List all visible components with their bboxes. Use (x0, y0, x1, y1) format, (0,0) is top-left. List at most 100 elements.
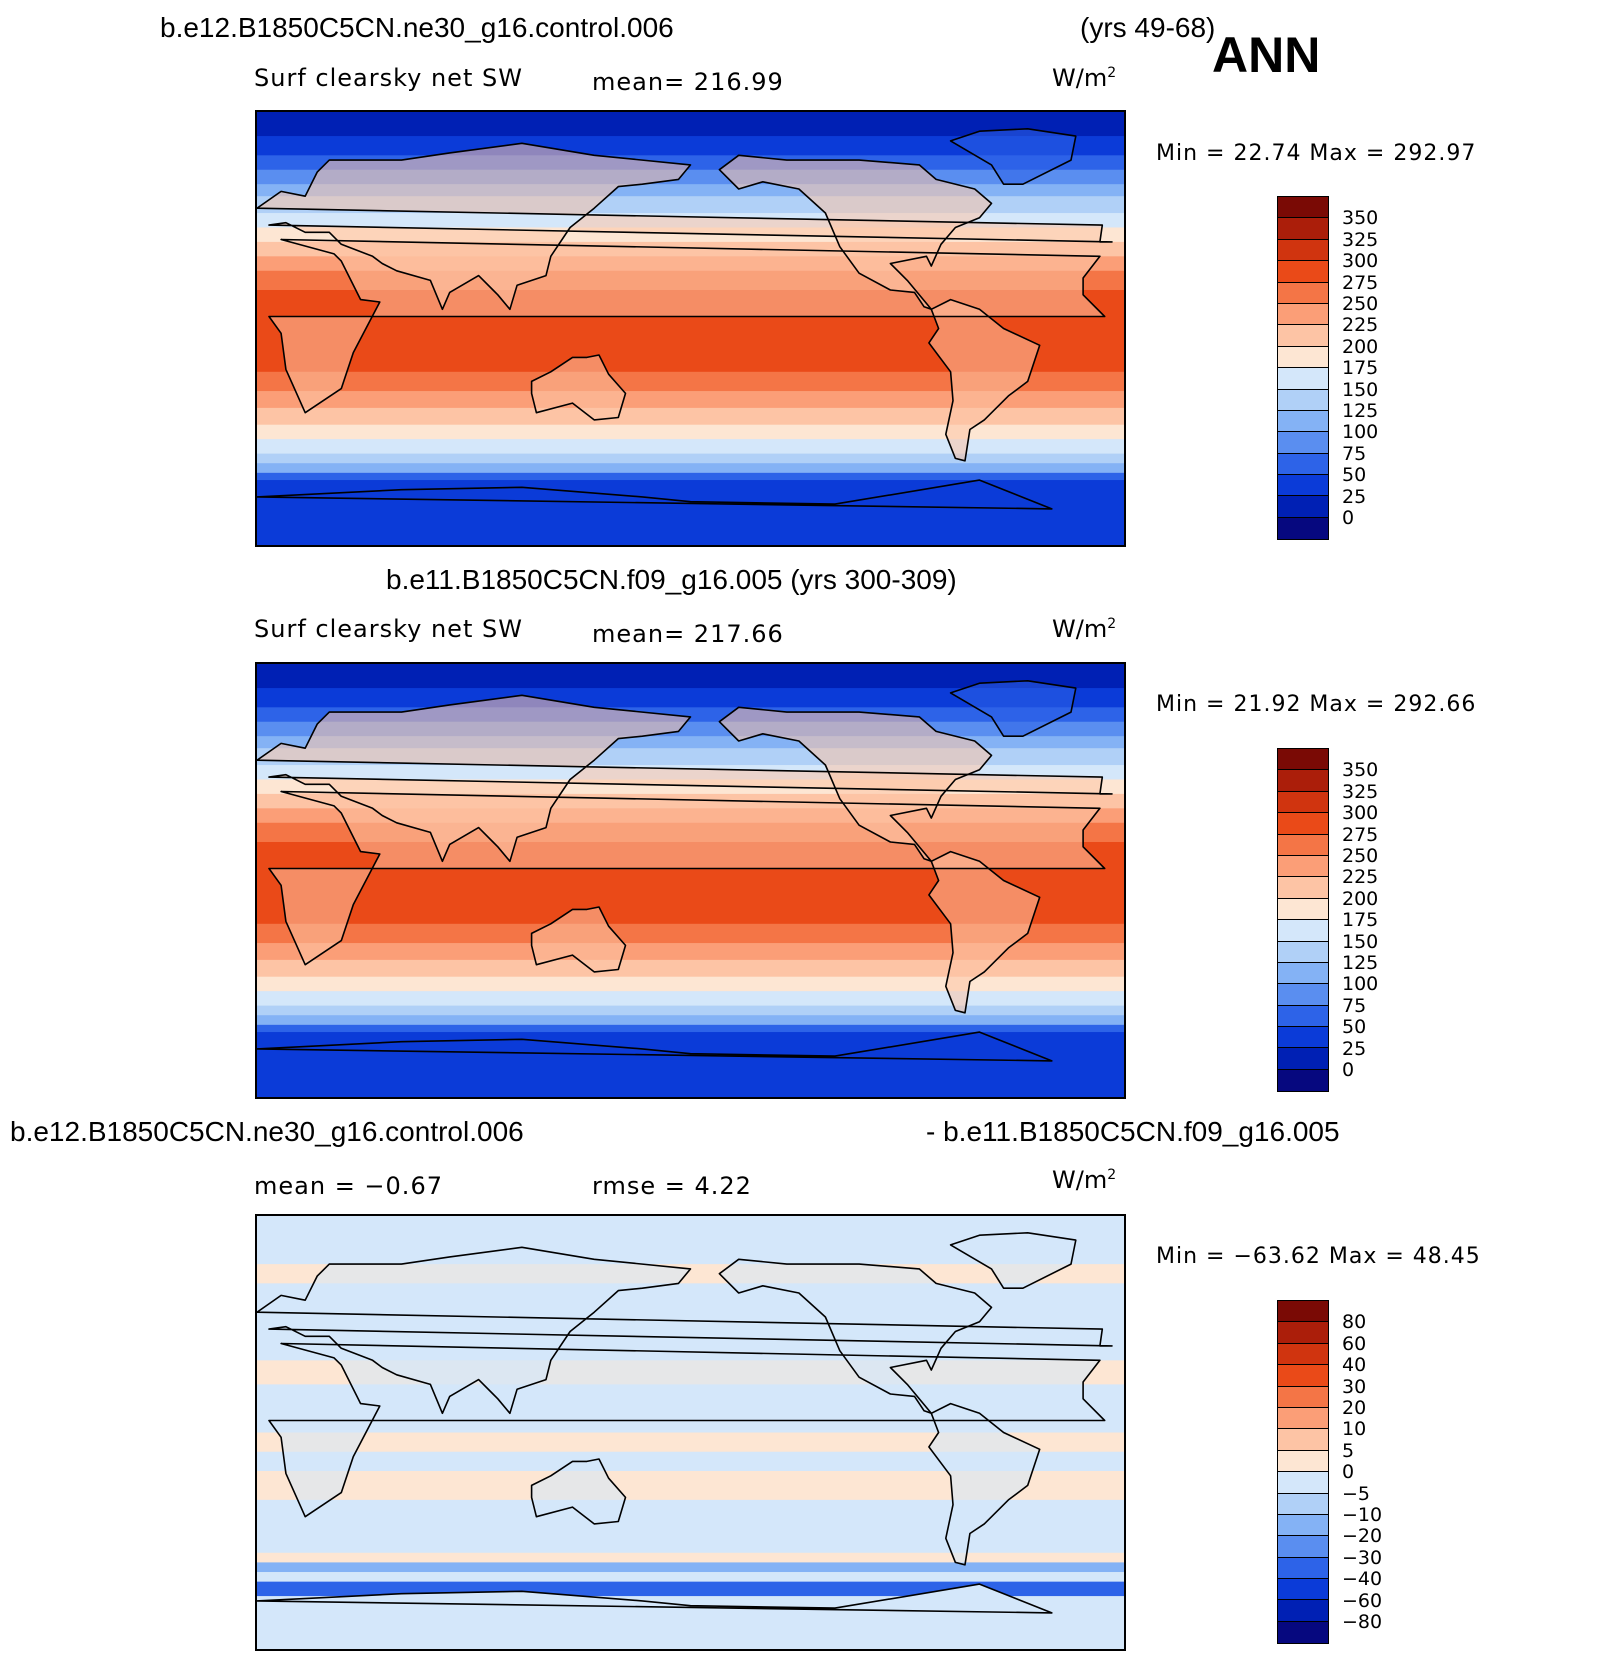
panel-1-map-field (257, 112, 1124, 545)
colorbar-label: 125 (1342, 952, 1379, 974)
colorbar-swatch (1278, 813, 1328, 835)
coastline (718, 706, 993, 863)
coastline (530, 906, 627, 973)
land-region (928, 299, 1040, 461)
colorbar-swatch (1278, 432, 1328, 454)
colorbar-label: 275 (1342, 823, 1379, 846)
latitude-band (257, 371, 1124, 392)
panel-2-units: W/m2 (1052, 615, 1117, 643)
colorbar-label: −60 (1342, 1589, 1383, 1612)
colorbar-label: 350 (1342, 759, 1379, 782)
colorbar-swatch (1278, 1557, 1328, 1580)
coastline (949, 680, 1077, 737)
colorbar-swatch (1278, 791, 1328, 814)
colorbar-label: 225 (1342, 866, 1379, 889)
colorbar-swatch (1278, 962, 1328, 985)
panel-2-mean: mean= 217.66 (592, 620, 784, 648)
colorbar-label: 60 (1342, 1332, 1367, 1355)
latitude-band (257, 1005, 1124, 1016)
colorbar-swatch (1278, 877, 1328, 899)
panel-3-minmax: Min = −63.62 Max = 48.45 (1156, 1244, 1481, 1269)
colorbar-swatch (1278, 410, 1328, 433)
panel-3-map (255, 1214, 1126, 1651)
latitude-band (257, 923, 1124, 944)
colorbar-swatch (1278, 325, 1328, 347)
colorbar-swatch (1278, 1069, 1328, 1092)
colorbar-swatch (1278, 197, 1328, 219)
latitude-band (257, 959, 1124, 978)
latitude-band (257, 1562, 1124, 1573)
colorbar-swatch (1278, 261, 1328, 283)
colorbar-swatch (1278, 1301, 1328, 1323)
colorbar-swatch (1278, 303, 1328, 326)
colorbar-label: 0 (1342, 1461, 1355, 1484)
colorbar-label: 300 (1342, 802, 1379, 825)
latitude-band (257, 1552, 1124, 1563)
colorbar-label: −5 (1342, 1482, 1371, 1505)
colorbar-label: 50 (1342, 464, 1367, 487)
panel-1-variable: Surf clearsky net SW (254, 64, 523, 92)
latitude-band (257, 463, 1124, 474)
latitude-band (257, 1572, 1124, 1583)
colorbar-swatch (1278, 239, 1328, 262)
colorbar-label: 250 (1342, 845, 1379, 867)
latitude-band (257, 1432, 1124, 1453)
colorbar-label: 5 (1342, 1439, 1355, 1462)
panel-2-map (255, 662, 1126, 1099)
colorbar-label: 175 (1342, 357, 1379, 380)
coastline (928, 1402, 1041, 1566)
colorbar-label: 300 (1342, 250, 1379, 273)
colorbar-label: 30 (1342, 1375, 1367, 1398)
latitude-band (257, 976, 1124, 992)
colorbar-swatch (1278, 834, 1328, 856)
latitude-band (257, 352, 1124, 373)
panel-3-map-field (257, 1216, 1124, 1649)
panel-2-map-field (257, 664, 1124, 1097)
colorbar-label: 80 (1342, 1311, 1367, 1334)
latitude-band (257, 1528, 1124, 1554)
land-region (950, 128, 1076, 185)
season-label: ANN (1212, 27, 1321, 83)
coastline (928, 298, 1041, 462)
colorbar-label: 100 (1342, 973, 1379, 996)
land-region (257, 143, 1112, 310)
colorbar-label: 150 (1342, 378, 1379, 401)
colorbar-swatch (1278, 1514, 1328, 1537)
latitude-band (257, 453, 1124, 464)
latitude-band (257, 424, 1124, 440)
colorbar-swatch (1278, 1386, 1328, 1408)
colorbar-label: 75 (1342, 442, 1367, 465)
colorbar-label: 25 (1342, 485, 1367, 508)
panel-2-minmax: Min = 21.92 Max = 292.66 (1156, 692, 1477, 717)
coastline (268, 790, 1106, 966)
colorbar-label: −20 (1342, 1525, 1383, 1548)
case-title: b.e12.B1850C5CN.ne30_g16.control.006 (160, 12, 674, 43)
panel-2-variable: Surf clearsky net SW (254, 615, 523, 643)
land-region (950, 1232, 1076, 1289)
colorbar-label: 10 (1342, 1418, 1367, 1441)
land-region (719, 707, 992, 862)
years-label: (yrs 49-68) (1080, 12, 1216, 43)
coastline (949, 128, 1077, 185)
colorbar-label: 225 (1342, 314, 1379, 337)
colorbar-label: 250 (1342, 293, 1379, 315)
land-region (531, 355, 626, 420)
colorbar-swatch (1278, 1407, 1328, 1430)
colorbar-label: −80 (1342, 1611, 1383, 1633)
latitude-band (257, 439, 1124, 455)
colorbar-swatch (1278, 475, 1328, 497)
colorbar-swatch (1278, 1429, 1328, 1451)
colorbar-swatch (1278, 920, 1328, 942)
colorbar-label: 275 (1342, 271, 1379, 294)
panel-2-colorbar (1277, 748, 1329, 1093)
colorbar-swatch (1278, 1621, 1328, 1644)
coastline (949, 1232, 1077, 1289)
colorbar-swatch (1278, 282, 1328, 304)
colorbar-swatch (1278, 1005, 1328, 1028)
coastline (257, 1583, 1053, 1614)
colorbar-label: −30 (1342, 1546, 1383, 1569)
coastline (928, 850, 1041, 1014)
land-region (531, 1459, 626, 1524)
colorbar-label: 0 (1342, 1059, 1355, 1081)
coastline (718, 1258, 993, 1415)
